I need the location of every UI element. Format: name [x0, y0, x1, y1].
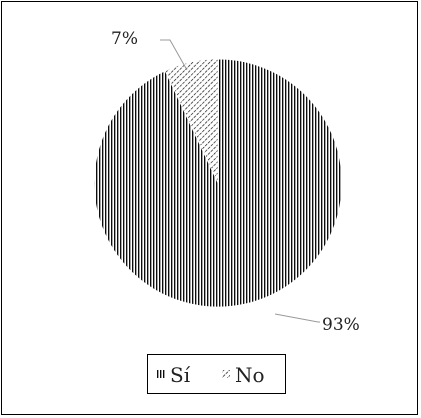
legend-svg: Sí No — [157, 363, 265, 387]
leader-line-no — [160, 39, 188, 71]
leader-line-si — [274, 313, 320, 323]
legend-swatch-no — [222, 370, 230, 378]
legend-label-no: No — [235, 363, 265, 387]
legend-swatch-si — [157, 370, 165, 378]
legend: Sí No — [147, 354, 286, 394]
pie-slice-no — [164, 58, 219, 184]
data-label-si: 93% — [322, 315, 360, 335]
legend-label-si: Sí — [170, 363, 191, 387]
data-label-no: 7% — [111, 29, 138, 49]
